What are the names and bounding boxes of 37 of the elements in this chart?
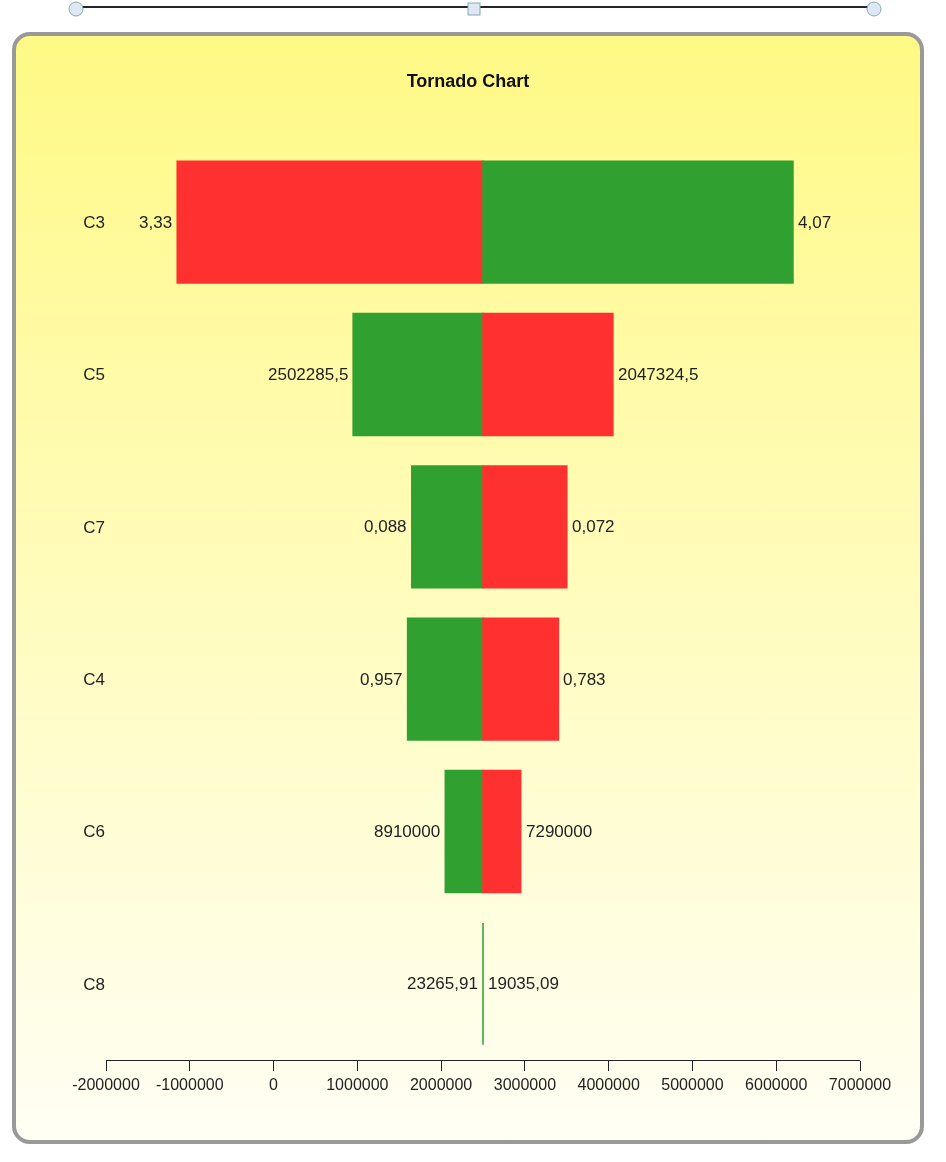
bar bbox=[482, 312, 614, 437]
x-tick-label: -1000000 bbox=[155, 1076, 224, 1094]
x-tick-label: 0 bbox=[269, 1076, 279, 1094]
x-tick-label: 7000000 bbox=[828, 1076, 892, 1094]
y-tick-label: C3 bbox=[83, 213, 105, 233]
bar bbox=[482, 769, 522, 894]
y-tick-label: C4 bbox=[83, 670, 105, 690]
y-tick-label: C5 bbox=[83, 365, 105, 385]
bar bbox=[444, 769, 484, 894]
annotation: 2047324,5 bbox=[618, 365, 699, 384]
bar bbox=[406, 617, 484, 741]
annotation: 23265,91 bbox=[407, 974, 478, 993]
annotation: 0,072 bbox=[572, 517, 615, 536]
y-tick-label: C6 bbox=[83, 822, 105, 842]
x-tick-label: 5000000 bbox=[661, 1076, 724, 1094]
annotation: 19035,09 bbox=[488, 974, 559, 993]
bar bbox=[352, 312, 484, 437]
bar bbox=[411, 465, 484, 589]
annotation: 2502285,5 bbox=[268, 365, 349, 384]
x-tick-label: 1000000 bbox=[326, 1076, 389, 1094]
x-tick-label: 4000000 bbox=[577, 1076, 640, 1094]
chart-title: Tornado Chart bbox=[406, 71, 530, 92]
bar bbox=[482, 465, 568, 589]
annotation: 0,783 bbox=[563, 670, 606, 689]
x-tick-label: -2000000 bbox=[72, 1076, 140, 1094]
annotation: 4,07 bbox=[798, 213, 832, 232]
annotation: 8910000 bbox=[374, 822, 441, 841]
x-tick-label: 2000000 bbox=[409, 1076, 473, 1094]
y-tick-label: C8 bbox=[83, 974, 105, 994]
y-tick-label: C7 bbox=[83, 517, 105, 537]
annotation: 0,088 bbox=[364, 517, 407, 536]
annotation: 7290000 bbox=[526, 822, 593, 841]
annotation: 0,957 bbox=[360, 670, 403, 689]
annotation: 3,33 bbox=[139, 213, 173, 232]
x-tick-label: 3000000 bbox=[493, 1076, 557, 1094]
x-tick-label: 6000000 bbox=[745, 1076, 808, 1094]
bar bbox=[482, 617, 560, 741]
